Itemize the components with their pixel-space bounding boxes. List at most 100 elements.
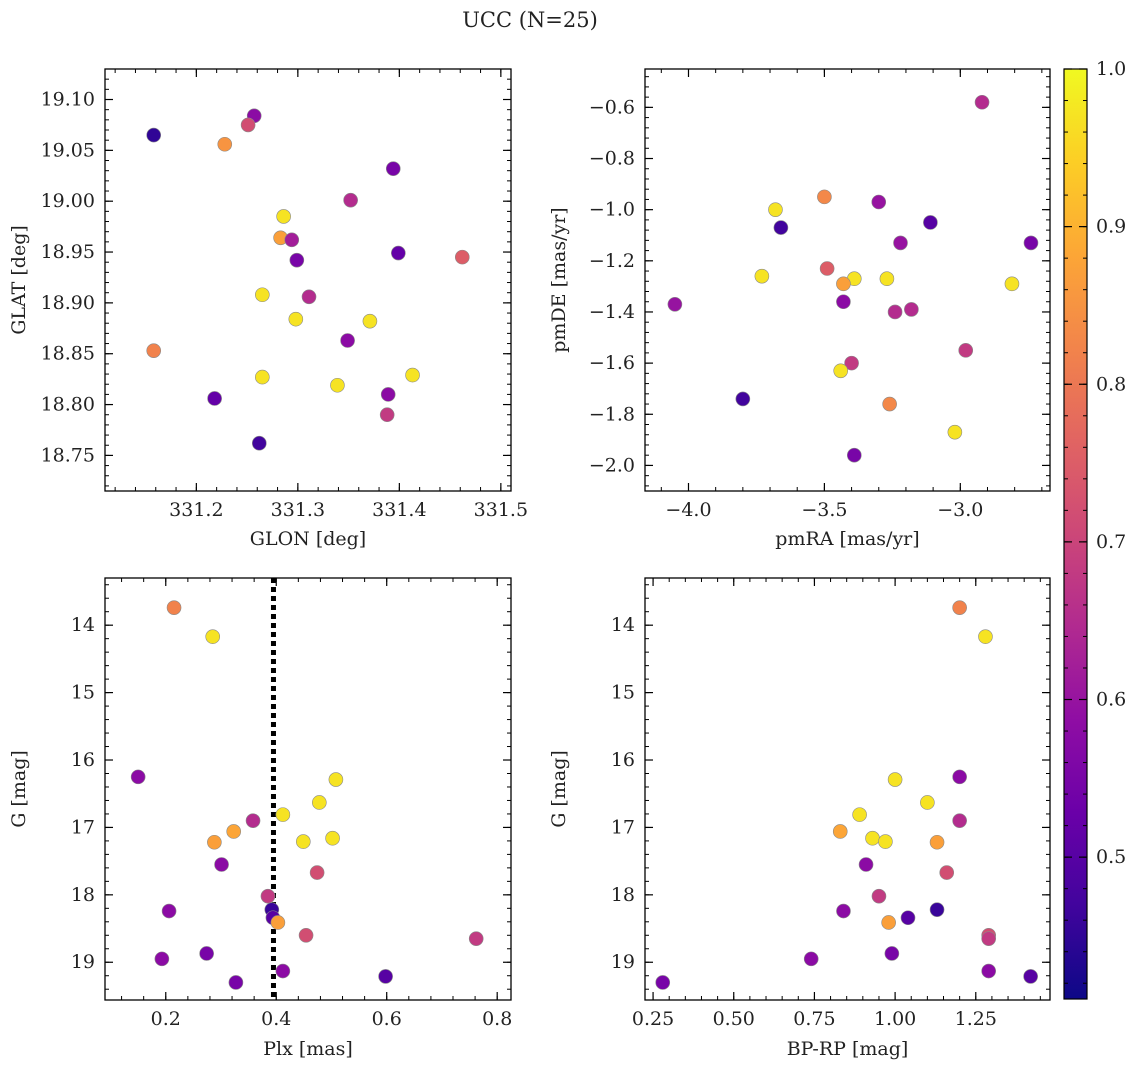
scatter-point bbox=[214, 857, 229, 872]
y-tick-label: 14 bbox=[71, 614, 95, 636]
scatter-point bbox=[405, 367, 420, 383]
y-axis-label: G [mag] bbox=[8, 750, 30, 828]
scatter-point bbox=[251, 435, 267, 451]
y-tick-label: 17 bbox=[71, 816, 95, 838]
scatter-point bbox=[852, 807, 867, 822]
scatter-point bbox=[735, 391, 751, 407]
x-tick-label: 331.4 bbox=[372, 499, 426, 521]
y-tick-label: −0.6 bbox=[589, 96, 635, 118]
scatter-point bbox=[362, 313, 378, 329]
y-tick-label: 19.00 bbox=[41, 190, 95, 212]
scatter-point bbox=[340, 333, 355, 348]
scatter-point bbox=[904, 302, 919, 317]
scatter-point bbox=[655, 975, 671, 990]
y-tick-label: −1.8 bbox=[589, 403, 635, 425]
panels-group: 331.2 331.3 331.4 331.5 18.75 18.80 18.85 18.90… bbox=[8, 68, 1051, 1060]
scatter-point bbox=[146, 343, 162, 358]
x-tick-label: −3.0 bbox=[937, 499, 983, 521]
scatter-point bbox=[887, 304, 903, 320]
scatter-point bbox=[275, 807, 291, 822]
scatter-point bbox=[952, 600, 967, 615]
x-tick-label: 331.5 bbox=[474, 499, 528, 521]
y-tick-label: 19 bbox=[611, 951, 635, 973]
scatter-point bbox=[380, 387, 396, 402]
colorbar-tick-label: 1.0 bbox=[1096, 58, 1126, 80]
scatter-point bbox=[130, 769, 146, 785]
scatter-point bbox=[836, 294, 851, 310]
scatter-point bbox=[923, 215, 938, 230]
scatter-point bbox=[391, 245, 406, 261]
scatter-point bbox=[773, 220, 789, 235]
scatter-point bbox=[981, 963, 996, 979]
y-tick-label: 14 bbox=[611, 614, 635, 636]
y-tick-label: 19.10 bbox=[41, 89, 95, 111]
scatter-point bbox=[768, 202, 783, 217]
x-tick-label: 0.6 bbox=[372, 1008, 402, 1030]
y-tick-label: 17 bbox=[611, 816, 635, 838]
y-tick-label: 19.05 bbox=[41, 139, 95, 161]
scatter-point bbox=[844, 355, 859, 371]
scatter-point bbox=[882, 396, 897, 412]
y-tick-label: 18.75 bbox=[41, 444, 95, 466]
y-tick-label: 18.80 bbox=[41, 394, 95, 416]
scatter-point bbox=[887, 772, 903, 787]
scatter-point bbox=[929, 834, 945, 850]
scatter-points bbox=[146, 108, 470, 451]
scatter-point bbox=[284, 232, 300, 248]
x-tick-label: −4.0 bbox=[665, 499, 711, 521]
panel-pmra-pmde: −4.0 −3.5 −3.0 −2.0 −1.8 −1.6 −1.4 −1.2 −1.0 −0.8… bbox=[548, 68, 1051, 550]
scatter-point bbox=[379, 407, 395, 423]
scatter-point bbox=[884, 946, 900, 961]
y-tick-label: 18 bbox=[611, 884, 635, 906]
scatter-point bbox=[328, 772, 344, 787]
y-tick-label: 18 bbox=[71, 884, 95, 906]
scatter-point bbox=[858, 857, 874, 872]
scatter-point bbox=[1023, 969, 1038, 984]
scatter-point bbox=[207, 834, 222, 850]
scatter-point bbox=[846, 447, 862, 463]
scatter-point bbox=[881, 915, 896, 930]
y-tick-label: −2.0 bbox=[589, 454, 635, 476]
scatter-point bbox=[205, 629, 221, 644]
scatter-point bbox=[309, 865, 325, 880]
y-axis-label: GLAT [deg] bbox=[8, 225, 30, 335]
scatter-point bbox=[871, 888, 887, 904]
colorbar: 0.5 0.6 0.7 0.8 0.9 1.0 bbox=[1063, 58, 1126, 1000]
y-tick-label: 18.90 bbox=[41, 292, 95, 314]
x-tick-label: 0.25 bbox=[632, 1008, 674, 1030]
scatter-point bbox=[900, 910, 916, 926]
scatter-points bbox=[655, 600, 1038, 990]
scatter-point bbox=[817, 189, 832, 205]
scatter-point bbox=[260, 888, 276, 904]
scatter-point bbox=[832, 824, 848, 839]
scatter-point bbox=[819, 261, 835, 276]
scatter-point bbox=[276, 209, 291, 224]
x-axis-label: BP-RP [mag] bbox=[787, 1038, 909, 1060]
scatter-point bbox=[228, 975, 244, 990]
y-tick-label: 19 bbox=[71, 951, 95, 973]
scatter-point bbox=[161, 903, 177, 919]
scatter-point bbox=[199, 946, 214, 961]
axes-frame bbox=[104, 68, 512, 492]
scatter-point bbox=[255, 287, 270, 303]
y-tick-label: 18.95 bbox=[41, 241, 95, 263]
x-axis-label: pmRA [mas/yr] bbox=[775, 528, 919, 550]
scatter-point bbox=[312, 795, 327, 810]
scatter-point bbox=[270, 915, 286, 930]
scatter-point bbox=[836, 903, 851, 919]
y-tick-label: 16 bbox=[611, 749, 635, 771]
colorbar-tick-label: 0.6 bbox=[1096, 689, 1126, 711]
scatter-point bbox=[667, 296, 683, 312]
scatter-point bbox=[974, 94, 990, 110]
y-axis-label: G [mag] bbox=[548, 750, 570, 828]
colorbar-tick-label: 0.9 bbox=[1096, 216, 1126, 238]
scatter-point bbox=[146, 127, 162, 143]
scatter-point bbox=[978, 629, 993, 644]
x-tick-label: 0.50 bbox=[713, 1008, 755, 1030]
y-tick-label: 18.85 bbox=[41, 343, 95, 365]
x-tick-label: 0.4 bbox=[261, 1008, 291, 1030]
scatter-point bbox=[939, 865, 955, 880]
scatter-point bbox=[378, 969, 393, 984]
x-tick-label: 1.00 bbox=[874, 1008, 916, 1030]
